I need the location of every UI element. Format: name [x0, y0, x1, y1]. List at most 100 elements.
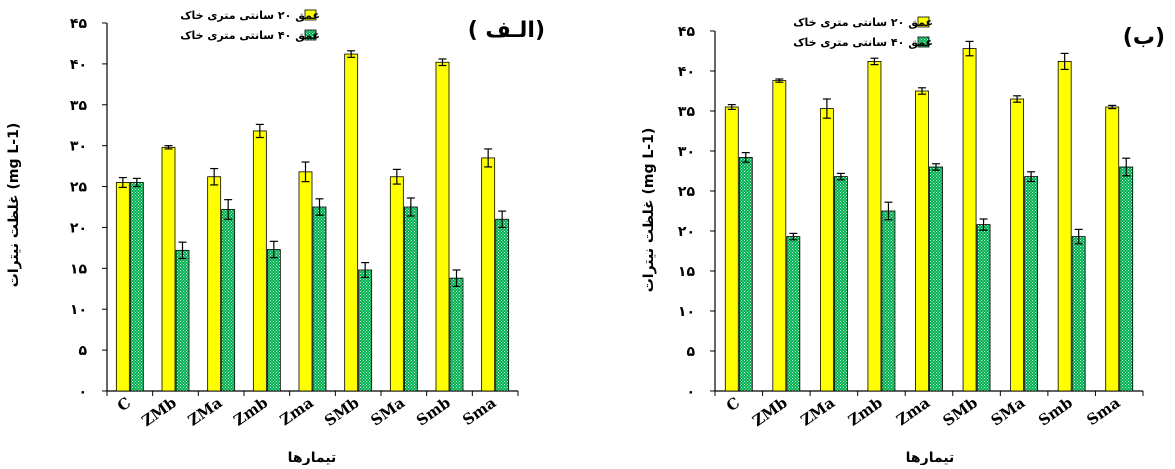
- error-bar-ZMa-series-1: [822, 98, 831, 119]
- bar-SMb-series-2: [358, 269, 373, 392]
- bar-ZMa-series-2: [221, 209, 236, 392]
- bar-Sma-series-2: [495, 218, 510, 392]
- chart-panel-1: ۰ ۵ ۱۰ ۱۵ ۲۰ ۲۵ ۳۰ ۳۵ ۴۰ ۴۵ C ZMb ZMa Zmb Zma SMb SMa Smb…: [6, 9, 545, 466]
- x-tick-label-ZMb: ZMb: [749, 394, 790, 431]
- bar-C-series-2: [738, 156, 753, 392]
- bar-Sma-series-2: [1119, 166, 1134, 392]
- x-tick-label-Smb: Smb: [1035, 394, 1076, 430]
- bar-ZMb-series-1: [772, 80, 787, 392]
- y-tick-label: ۲۵: [70, 180, 88, 196]
- x-tick-label-SMb: SMb: [321, 394, 362, 431]
- y-tick-label: ۴۵: [70, 16, 88, 32]
- error-bar-Sma-series-1: [484, 148, 493, 168]
- bar-Zma-series-2: [929, 166, 943, 392]
- error-bar-C-series-1: [727, 103, 736, 111]
- error-bar-ZMa-series-2: [224, 199, 233, 220]
- legend-swatch-series-1: [917, 16, 930, 28]
- bar-SMa-series-2: [403, 206, 418, 392]
- bar-Smb-series-2: [449, 277, 464, 392]
- bar-ZMb-series-2: [786, 236, 801, 392]
- error-bar-SMa-series-2: [1027, 171, 1036, 182]
- bar-Zmb-series-2: [881, 210, 896, 392]
- bar-ZMb-series-1: [161, 146, 176, 392]
- error-bar-SMa-series-2: [406, 197, 415, 217]
- panel-label: ( الـف): [468, 18, 545, 43]
- error-bar-Zma-series-1: [918, 87, 926, 95]
- x-tick-label-Sma: Sma: [459, 393, 499, 429]
- bar-ZMa-series-1: [819, 108, 834, 392]
- error-bar-SMb-series-1: [347, 50, 356, 58]
- error-bar-Zmb-series-1: [255, 123, 264, 139]
- error-bar-Smb-series-1: [1060, 52, 1069, 71]
- error-bar-SMb-series-2: [979, 218, 988, 231]
- y-tick-label: ۳۰: [70, 139, 87, 155]
- error-bar-SMb-series-2: [361, 262, 370, 278]
- error-bar-SMa-series-1: [1013, 95, 1022, 103]
- x-tick-label-Zma: Zma: [277, 393, 317, 429]
- x-tick-label-ZMa: ZMa: [185, 393, 226, 429]
- y-tick-label: ۲۵: [678, 184, 696, 200]
- y-tick-label: ۵: [78, 343, 87, 359]
- error-bar-Sma-series-2: [498, 210, 507, 229]
- error-bar-ZMa-series-2: [836, 172, 845, 181]
- error-bar-C-series-1: [118, 176, 127, 188]
- legend: عمق ۲۰ سانتی متری خاک عمق ۴۰ سانتی متری خ…: [180, 9, 320, 42]
- x-tick-label-SMb: SMb: [939, 394, 980, 431]
- error-bar-Smb-series-2: [1074, 228, 1083, 245]
- y-tick-label: ۱۵: [70, 261, 88, 277]
- error-bar-Sma-series-1: [1108, 104, 1117, 110]
- y-tick-label: ۰: [686, 384, 695, 400]
- legend-label-series-2: عمق ۴۰ سانتی متری خاک: [793, 36, 933, 49]
- y-tick-label: ۳۵: [70, 98, 88, 114]
- legend: عمق ۲۰ سانتی متری خاک عمق ۴۰ سانتی متری خ…: [793, 16, 933, 49]
- bar-Smb-series-1: [435, 61, 450, 392]
- y-tick-label: ۳۰: [678, 144, 695, 160]
- x-tick-label-Zmb: Zmb: [230, 394, 271, 430]
- x-tick-label-Zma: Zma: [893, 393, 933, 429]
- y-tick-label: ۱۵: [678, 264, 696, 280]
- bar-C-series-2: [129, 182, 144, 392]
- chart-panel-2: ۰ ۵ ۱۰ ۱۵ ۲۰ ۲۵ ۳۰ ۳۵ ۴۰ ۴۵ C ZMb ZMa Zmb Zma SMb SMa Smb…: [641, 16, 1165, 466]
- bar-Zma-series-1: [298, 171, 313, 392]
- bar-SMa-series-2: [1024, 176, 1039, 392]
- y-tick-label: ۴۰: [70, 57, 87, 73]
- x-tick-label-SMa: SMa: [988, 393, 1029, 429]
- bar-SMa-series-1: [1010, 98, 1025, 392]
- x-axis-title: تیمارها: [906, 450, 955, 465]
- legend-swatch-series-2: [304, 29, 317, 41]
- error-bar-Sma-series-2: [1122, 157, 1131, 177]
- bar-Smb-series-1: [1057, 61, 1072, 392]
- error-bar-ZMb-series-1: [164, 145, 173, 150]
- bar-SMb-series-1: [344, 53, 359, 392]
- error-bar-ZMb-series-2: [178, 241, 187, 260]
- bar-SMb-series-2: [976, 224, 991, 392]
- error-bar-Zma-series-1: [301, 161, 310, 183]
- y-axis-title: غلظت نیترات (mg L-1): [641, 128, 657, 293]
- bar-Zma-series-2: [312, 206, 327, 392]
- bar-Zmb-series-1: [867, 61, 882, 392]
- error-bar-ZMb-series-2: [789, 232, 798, 241]
- error-bar-C-series-2: [132, 177, 141, 188]
- y-axis-title: غلظت نیترات (mg L-1): [6, 123, 22, 288]
- panel-label: (ب): [1123, 25, 1165, 50]
- bar-Zma-series-1: [915, 90, 929, 392]
- error-bar-Zmb-series-1: [870, 57, 879, 66]
- y-tick-label: ۱۰: [678, 304, 695, 320]
- bar-ZMa-series-2: [833, 176, 848, 392]
- legend-label-series-1: عمق ۲۰ سانتی متری خاک: [180, 9, 320, 22]
- x-tick-label-C: C: [114, 394, 134, 416]
- y-tick-label: ۵: [686, 344, 695, 360]
- error-bar-Zmb-series-2: [269, 240, 278, 259]
- legend-swatch-series-2: [917, 36, 930, 48]
- bar-SMa-series-1: [389, 176, 404, 392]
- x-tick-label-C: C: [723, 394, 743, 416]
- error-bar-ZMb-series-1: [775, 78, 784, 83]
- bar-ZMa-series-1: [207, 176, 222, 392]
- error-bar-SMb-series-1: [965, 40, 974, 57]
- bar-Sma-series-1: [481, 157, 496, 392]
- x-tick-label-SMa: SMa: [367, 393, 408, 429]
- bar-Zmb-series-1: [252, 130, 267, 392]
- bar-ZMb-series-2: [175, 249, 190, 392]
